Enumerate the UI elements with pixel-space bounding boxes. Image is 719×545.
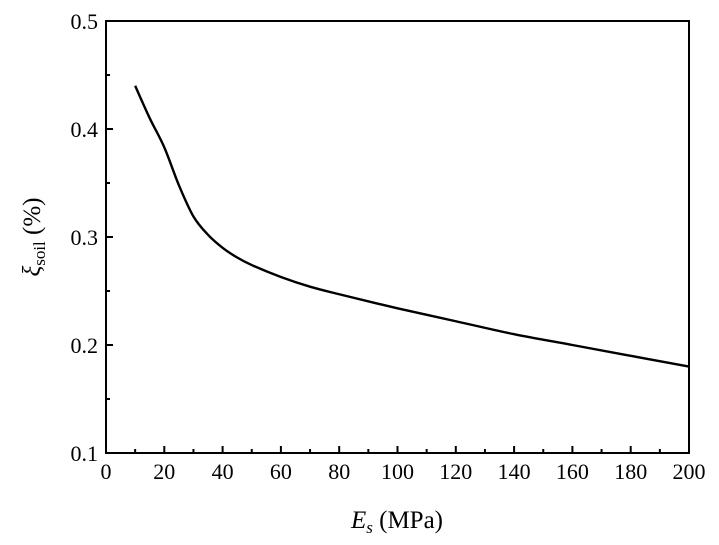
x-tick-label: 200 — [673, 459, 706, 484]
x-tick-label: 180 — [614, 459, 647, 484]
y-tick-label: 0.1 — [71, 441, 99, 466]
x-tick-label: 80 — [328, 459, 350, 484]
y-axis-label: ξsoil (%) — [19, 197, 49, 276]
x-tick-label: 40 — [212, 459, 234, 484]
y-tick-label: 0.2 — [71, 333, 99, 358]
x-tick-label: 20 — [153, 459, 175, 484]
x-tick-label: 60 — [270, 459, 292, 484]
x-tick-label: 120 — [439, 459, 472, 484]
y-tick-label: 0.4 — [71, 117, 99, 142]
series-line — [134, 85, 690, 368]
x-tick-label: 160 — [556, 459, 589, 484]
x-tick-label: 140 — [498, 459, 531, 484]
y-tick-label: 0.5 — [71, 9, 99, 34]
y-tick-label: 0.3 — [71, 225, 99, 250]
plot-frame — [105, 20, 690, 454]
x-axis-label: Es (MPa) — [350, 507, 443, 537]
x-tick-label: 0 — [101, 459, 112, 484]
x-tick-label: 100 — [381, 459, 414, 484]
